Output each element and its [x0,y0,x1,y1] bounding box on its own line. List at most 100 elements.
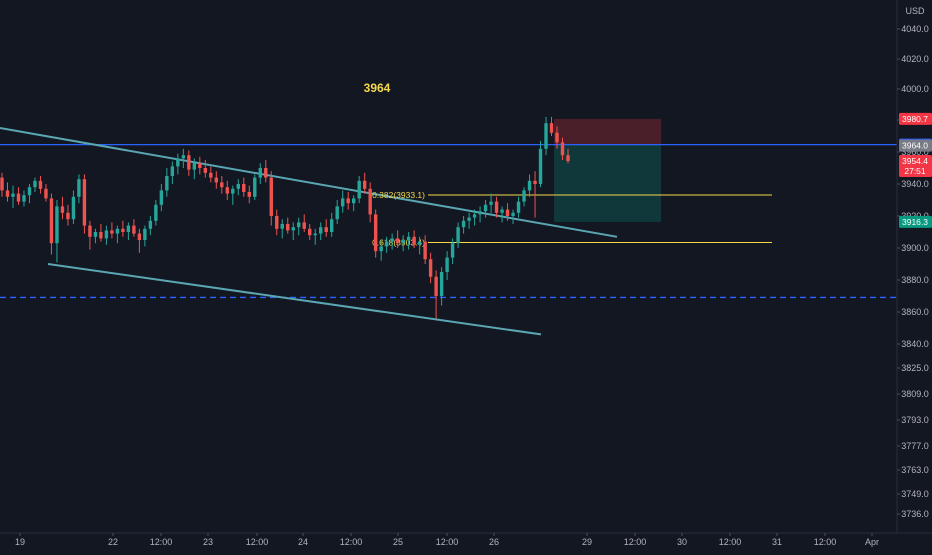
candle-body [346,198,350,204]
candle-body [434,276,438,296]
candle-body [357,180,361,199]
candle-body [412,236,416,245]
candle-body [242,184,246,192]
candle-body [104,230,109,239]
candle-body [330,219,334,232]
candle-body [319,227,323,234]
x-tick-label: 12:00 [624,537,647,547]
candle-body [38,180,43,189]
y-tick-label: 3763.0 [901,465,929,475]
x-tick-label: 26 [489,537,499,547]
candle-body [99,232,103,239]
y-tick-label: 3880.0 [901,275,929,285]
price-tag-label: 3916.3 [902,217,928,227]
candle-body [472,214,477,218]
candle-body [192,163,197,170]
candle-body [313,233,317,236]
candle-body [16,193,21,202]
price-tag [899,112,932,125]
candle-body [428,259,433,277]
y-tick-label: 3860.0 [901,307,929,317]
candle-body [258,168,262,178]
candle-body [505,209,510,216]
candle-body [395,238,400,244]
candles [0,116,570,319]
candle-body [209,172,213,178]
x-tick-label: 25 [393,537,403,547]
candle-body [566,155,570,161]
candle-body [308,228,312,236]
candle-body [456,227,460,244]
y-tick-label: 3940.0 [901,179,929,189]
candle-body [264,168,268,178]
candle-body [22,195,26,202]
candle-body [549,123,554,133]
candle-body [445,257,449,272]
y-tick-label: 3900.0 [901,243,929,253]
candle-body [170,166,175,176]
candle-body [88,225,92,237]
candle-body [450,243,455,258]
candle-body [483,204,488,212]
x-tick-label: 22 [108,537,118,547]
y-tick-label: 4020.0 [901,54,929,64]
fib-label: 0.382(3933.1) [372,190,425,200]
candle-body [181,155,186,159]
candle-body [291,227,295,231]
stop-zone [554,118,661,145]
candle-body [516,201,521,213]
candle-body [269,177,273,216]
countdown-label: 27:51 [904,166,926,176]
candle-body [55,206,59,244]
annotation-label: 3964 [364,81,391,95]
x-tick-label: 19 [15,537,25,547]
candle-body [159,190,164,205]
candle-body [187,155,191,170]
candle-body [231,188,235,194]
price-tag-label: 3980.7 [902,114,928,124]
y-tick-label: 3825.0 [901,363,929,373]
candle-body [340,198,345,207]
horizontal-lines [0,143,897,299]
candle-body [280,224,284,229]
y-tick-label: 4000.0 [901,84,929,94]
candle-body [165,176,169,191]
candle-body [33,180,37,188]
candle-body [154,204,158,221]
candle-body [406,236,411,240]
x-tick-label: Apr [865,537,879,547]
candle-body [379,246,383,252]
candle-body [77,179,81,197]
candle-body [60,206,65,213]
candle-body [49,198,54,244]
candle-body [351,198,356,204]
candle-body [71,196,76,220]
candle-body [335,206,339,220]
x-tick-label: 31 [772,537,782,547]
candle-body [511,212,515,216]
y-tick-label: 3960.0 [901,147,929,157]
candle-body [522,190,526,202]
candle-body [538,148,543,184]
y-tick-label: 3749.0 [901,489,929,499]
candle-body [236,184,240,189]
candle-body [494,201,499,213]
candle-body [110,230,114,234]
y-tick-label: 4040.0 [901,24,929,34]
candle-body [533,180,537,184]
candle-body [555,132,559,143]
channel-lower-line [47,263,542,336]
x-tick-label: 12:00 [246,537,269,547]
candle-body [132,225,136,234]
x-tick-label: 23 [203,537,213,547]
y-tick-label: 3777.0 [901,441,929,451]
candle-body [324,227,328,232]
candle-body [423,241,427,260]
price-tag [899,139,932,152]
candle-body [253,177,257,197]
candle-body [286,224,290,231]
x-tick-label: 24 [298,537,308,547]
